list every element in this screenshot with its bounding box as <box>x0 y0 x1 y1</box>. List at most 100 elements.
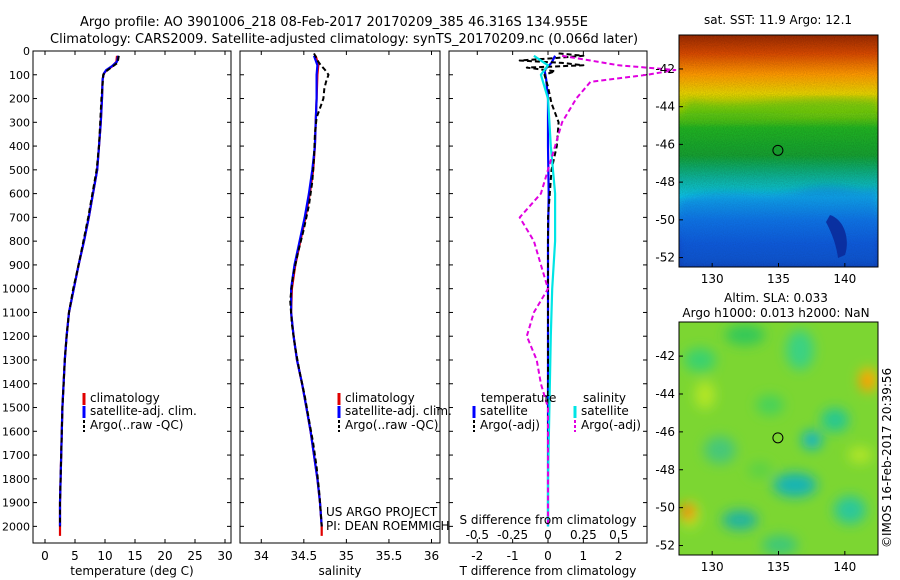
x-tick-label: 0 <box>544 549 552 563</box>
project-annotation-line-2: PI: DEAN ROEMMICH <box>326 519 449 533</box>
depth-tick-label: 900 <box>9 259 30 272</box>
series-line <box>518 52 585 527</box>
temperature-axes: 0100200300400500600700800900100011001200… <box>2 45 233 563</box>
map-x-tick-label: 130 <box>701 560 724 574</box>
temperature-legend: climatology satellite-adj. clim. Argo(..… <box>82 391 197 432</box>
difference-axes: -2 -1 0 1 2 -0.5 -0.25 0 0.25 0.5 <box>449 50 647 563</box>
series-line <box>59 55 120 527</box>
depth-tick-label: 1900 <box>2 497 30 510</box>
map-y-tick-label: -42 <box>655 349 675 363</box>
x-tick-label: 35 <box>339 549 354 563</box>
map-y-tick-label: -50 <box>655 213 675 227</box>
map-x-tick-label: 135 <box>767 272 790 286</box>
series-line <box>518 54 677 527</box>
depth-tick-label: 800 <box>9 235 30 248</box>
salinity-xlabel: salinity <box>318 564 361 578</box>
map-x-tick-label: 140 <box>833 560 856 574</box>
depth-tick-label: 600 <box>9 188 30 201</box>
legend-label-satellite: satellite-adj. clim. <box>90 404 197 418</box>
depth-tick-label: 400 <box>9 140 30 153</box>
depth-tick-label: 1400 <box>2 378 30 391</box>
top-tick-label: -0.5 <box>466 528 489 542</box>
legend-header-salinity: salinity <box>583 391 626 405</box>
legend-label-temp-satellite: satellite <box>480 404 528 418</box>
header-line-2: Climatology: CARS2009. Satellite-adjuste… <box>50 32 638 47</box>
depth-tick-label: 200 <box>9 93 30 106</box>
series-line <box>58 55 119 536</box>
depth-tick-label: 1200 <box>2 330 30 343</box>
argo-location-marker <box>772 432 784 444</box>
x-tick-label: 34.5 <box>290 549 317 563</box>
project-annotation-line-1: US ARGO PROJECT <box>326 505 438 519</box>
depth-tick-label: 1800 <box>2 473 30 486</box>
x-tick-label: 30 <box>217 549 232 563</box>
salinity-series <box>289 52 330 536</box>
x-tick-label: 34 <box>254 549 269 563</box>
sla-map: Altim. SLA: 0.033 Argo h1000: 0.013 h200… <box>655 291 879 574</box>
depth-tick-label: 500 <box>9 164 30 177</box>
legend-label-climatology: climatology <box>345 391 415 405</box>
depth-tick-label: 1600 <box>2 425 30 438</box>
legend-header-temperature: temperature <box>481 391 556 405</box>
x-tick-label: 0 <box>41 549 49 563</box>
difference-xlabel-top: S difference from climatology <box>460 513 637 527</box>
sst-map-axes: 130 135 140 -42 -44 -46 -48 -50 -52 <box>655 62 856 286</box>
legend-label-sal-argo: Argo(-adj) <box>581 418 641 432</box>
salinity-panel: 34 34.5 35 35.5 36 salinity US ARGO PROJECT … <box>239 50 449 578</box>
top-tick-label: 0.5 <box>609 528 628 542</box>
legend-label-sal-satellite: satellite <box>581 404 629 418</box>
x-tick-label: 25 <box>187 549 202 563</box>
salinity-legend: climatology satellite-adj. clim. Argo(..… <box>337 391 452 432</box>
x-tick-label: -1 <box>507 549 519 563</box>
map-y-tick-label: -46 <box>655 425 675 439</box>
temperature-xlabel: temperature (deg C) <box>70 564 193 578</box>
difference-legend: temperature salinity satellite Argo(-adj… <box>472 391 641 432</box>
temperature-plot-frame <box>32 50 232 544</box>
sla-map-title-line-1: Altim. SLA: 0.033 <box>724 291 828 305</box>
header-line-1: Argo profile: AO 3901006_218 08-Feb-2017… <box>80 15 588 30</box>
x-tick-label: 2 <box>615 549 623 563</box>
salinity-plot-frame <box>239 50 441 544</box>
legend-label-satellite: satellite-adj. clim. <box>345 404 452 418</box>
difference-series <box>518 52 677 527</box>
salinity-axes: 34 34.5 35 35.5 36 <box>240 50 440 563</box>
map-y-tick-label: -48 <box>655 463 675 477</box>
sla-map-title-line-2: Argo h1000: 0.013 h2000: NaN <box>682 306 869 320</box>
sst-map-title: sat. SST: 11.9 Argo: 12.1 <box>704 13 852 27</box>
series-line <box>289 52 330 527</box>
depth-tick-label: 1100 <box>2 306 30 319</box>
legend-label-argo: Argo(..raw -QC) <box>90 418 183 432</box>
depth-tick-label: 1700 <box>2 449 30 462</box>
depth-tick-label: 1500 <box>2 402 30 415</box>
legend-label-argo: Argo(..raw -QC) <box>345 418 438 432</box>
map-y-tick-label: -52 <box>655 251 675 265</box>
depth-tick-label: 100 <box>9 69 30 82</box>
series-line <box>58 55 120 527</box>
sla-field <box>679 322 878 555</box>
map-y-tick-label: -42 <box>655 62 675 76</box>
top-tick-label: 0 <box>544 528 552 542</box>
x-tick-label: 10 <box>97 549 112 563</box>
map-x-tick-label: 130 <box>701 272 724 286</box>
map-x-tick-label: 140 <box>833 272 856 286</box>
series-line <box>290 55 323 527</box>
temperature-panel: 0100200300400500600700800900100011001200… <box>2 45 233 578</box>
map-y-tick-label: -48 <box>655 175 675 189</box>
map-y-tick-label: -44 <box>655 387 675 401</box>
map-y-tick-label: -50 <box>655 501 675 515</box>
difference-panel: -2 -1 0 1 2 -0.5 -0.25 0 0.25 0.5 T difference fr… <box>448 50 677 578</box>
depth-tick-label: 1000 <box>2 283 30 296</box>
x-tick-label: 20 <box>157 549 172 563</box>
map-x-tick-label: 135 <box>767 560 790 574</box>
series-line <box>533 54 557 527</box>
x-tick-label: 15 <box>127 549 142 563</box>
depth-tick-label: 0 <box>23 45 30 58</box>
map-y-tick-label: -44 <box>655 100 675 114</box>
imos-credit: ©IMOS 16-Feb-2017 20:39:56 <box>880 368 894 548</box>
x-tick-label: 1 <box>580 549 588 563</box>
x-tick-label: 5 <box>71 549 79 563</box>
top-tick-label: -0.25 <box>497 528 528 542</box>
depth-tick-label: 700 <box>9 211 30 224</box>
sst-map: sat. SST: 11.9 Argo: 12.1 130 135 140 -42 -4… <box>655 13 879 286</box>
